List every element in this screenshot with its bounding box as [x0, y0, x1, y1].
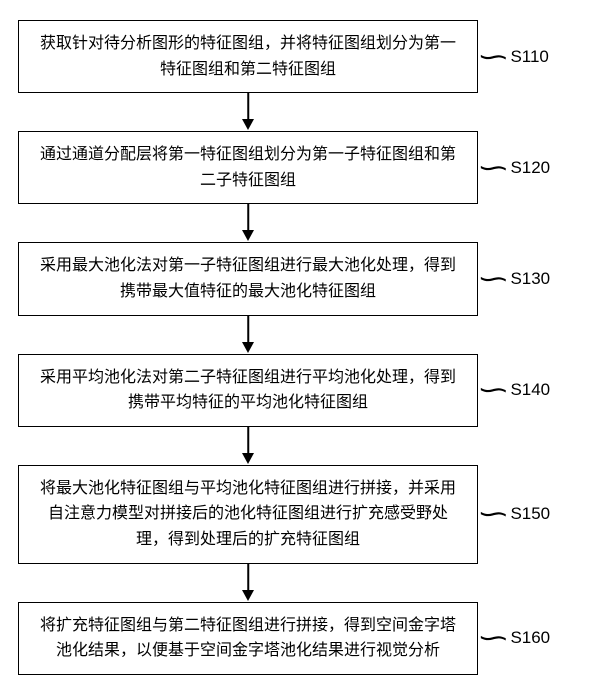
arrow [18, 316, 478, 354]
connector-tilde: ∽ [477, 623, 510, 654]
step-box-s160: 将扩充特征图组与第二特征图组进行拼接，得到空间金字塔池化结果，以便基于空间金字塔… [18, 602, 478, 675]
label-group: ∽ S120 [484, 155, 578, 181]
step-label-s160: S160 [510, 628, 550, 648]
label-group: ∽ S110 [484, 44, 578, 70]
step-row: 采用最大池化法对第一子特征图组进行最大池化处理，得到携带最大值特征的最大池化特征… [18, 242, 578, 315]
step-label-s120: S120 [510, 158, 550, 178]
label-group: ∽ S160 [484, 625, 578, 651]
step-box-s130: 采用最大池化法对第一子特征图组进行最大池化处理，得到携带最大值特征的最大池化特征… [18, 242, 478, 315]
connector-tilde: ∽ [477, 499, 510, 530]
label-group: ∽ S150 [484, 501, 578, 527]
step-row: 采用平均池化法对第二子特征图组进行平均池化处理，得到携带平均特征的平均池化特征图… [18, 354, 578, 427]
step-box-s120: 通过通道分配层将第一特征图组划分为第一子特征图组和第二子特征图组 [18, 131, 478, 204]
arrow [18, 564, 478, 602]
step-label-s140: S140 [510, 380, 550, 400]
step-label-s130: S130 [510, 269, 550, 289]
arrow [18, 427, 478, 465]
step-label-s150: S150 [510, 504, 550, 524]
connector-tilde: ∽ [477, 41, 510, 72]
arrow [18, 93, 478, 131]
step-box-s110: 获取针对待分析图形的特征图组，并将特征图组划分为第一特征图组和第二特征图组 [18, 20, 478, 93]
arrow [18, 204, 478, 242]
connector-tilde: ∽ [477, 152, 510, 183]
step-row: 将最大池化特征图组与平均池化特征图组进行拼接，并采用自注意力模型对拼接后的池化特… [18, 465, 578, 564]
label-group: ∽ S140 [484, 377, 578, 403]
label-group: ∽ S130 [484, 266, 578, 292]
step-row: 将扩充特征图组与第二特征图组进行拼接，得到空间金字塔池化结果，以便基于空间金字塔… [18, 602, 578, 675]
step-row: 获取针对待分析图形的特征图组，并将特征图组划分为第一特征图组和第二特征图组 ∽ … [18, 20, 578, 93]
connector-tilde: ∽ [477, 263, 510, 294]
connector-tilde: ∽ [477, 375, 510, 406]
step-box-s150: 将最大池化特征图组与平均池化特征图组进行拼接，并采用自注意力模型对拼接后的池化特… [18, 465, 478, 564]
step-box-s140: 采用平均池化法对第二子特征图组进行平均池化处理，得到携带平均特征的平均池化特征图… [18, 354, 478, 427]
flowchart-container: 获取针对待分析图形的特征图组，并将特征图组划分为第一特征图组和第二特征图组 ∽ … [18, 20, 578, 675]
step-row: 通过通道分配层将第一特征图组划分为第一子特征图组和第二子特征图组 ∽ S120 [18, 131, 578, 204]
step-label-s110: S110 [510, 47, 548, 67]
